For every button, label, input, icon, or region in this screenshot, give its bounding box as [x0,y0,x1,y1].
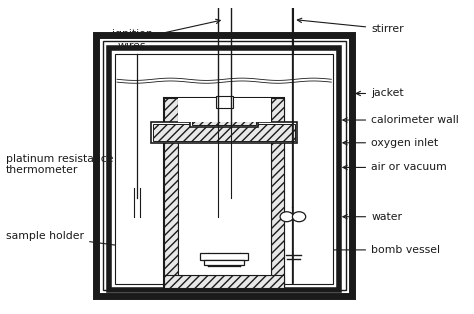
Bar [164,274,284,288]
Text: stirrer: stirrer [297,18,404,34]
Text: calorimeter wall: calorimeter wall [343,115,459,125]
Bar [96,35,352,296]
Text: water: water [343,212,402,222]
Bar [201,253,248,260]
Ellipse shape [292,212,306,222]
Text: oxygen inlet: oxygen inlet [343,138,438,148]
Text: jacket: jacket [356,89,404,99]
Bar [164,98,284,288]
Ellipse shape [280,212,293,222]
Bar [178,98,271,274]
Bar [115,54,333,284]
Text: sample holder: sample holder [6,231,197,257]
Bar [164,98,178,288]
Bar [109,48,339,290]
Text: bomb vessel: bomb vessel [288,245,440,255]
Bar [151,122,297,143]
Bar [153,124,295,141]
Text: air or vacuum: air or vacuum [343,162,447,172]
Bar [190,103,258,127]
Bar [192,105,256,125]
Bar [103,41,346,290]
Bar [204,260,244,265]
Bar [216,96,233,108]
Text: platinum resistance
thermometer: platinum resistance thermometer [6,154,133,176]
Text: ignition
wires: ignition wires [112,19,220,51]
Bar [178,98,271,122]
Bar [271,98,284,288]
